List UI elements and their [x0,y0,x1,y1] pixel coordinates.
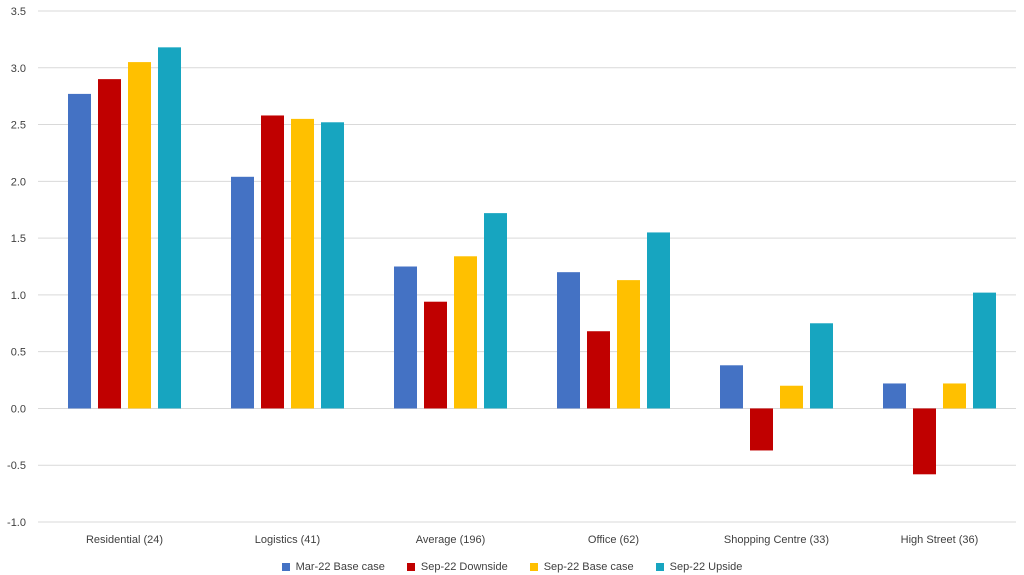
legend-label: Sep-22 Downside [420,561,508,573]
bar [291,118,314,409]
bar [780,385,803,409]
legend-label: Sep-22 Upside [669,561,743,573]
bar [231,176,254,409]
bar [557,272,580,409]
bar [943,383,966,409]
bar [617,280,640,409]
x-tick-label: Residential (24) [86,534,163,546]
bar [973,292,996,409]
bar-chart: -1.0 -0.5 0.0 0.5 1.0 1.5 2.0 2.5 3.0 3.5 Residen… [7,6,1016,546]
x-tick-label: Logistics (41) [255,534,320,546]
bar [883,383,906,409]
y-tick-label: 2.0 [11,176,26,188]
legend-swatch [406,563,415,571]
y-tick-label: -1.0 [7,517,26,529]
bar [454,256,477,409]
y-tick-label: 3.0 [11,63,26,75]
y-tick-label: 1.0 [11,290,26,302]
y-tick-label: 0.5 [11,347,26,359]
legend-label: Mar-22 Base case [295,561,385,573]
legend-swatch [655,563,664,571]
bar [158,47,181,409]
y-tick-label: -0.5 [7,460,26,472]
legend: Mar-22 Base case Sep-22 Downside Sep-22 Ba… [0,561,1024,573]
legend-item: Mar-22 Base case [281,561,385,573]
bar [98,79,121,409]
bar [720,365,743,409]
bars [68,47,996,475]
legend-item: Sep-22 Base case [529,561,634,573]
bar [587,331,610,409]
legend-label: Sep-22 Base case [543,561,634,573]
x-axis: Residential (24) Logistics (41) Average (1… [86,534,978,546]
y-tick-label: 0.0 [11,403,26,415]
bar [321,122,344,409]
legend-item: Sep-22 Downside [406,561,508,573]
y-tick-label: 3.5 [11,6,26,18]
bar [394,266,417,409]
bar [750,408,773,451]
bar [68,93,91,409]
y-tick-label: 1.5 [11,233,26,245]
x-tick-label: High Street (36) [901,534,979,546]
y-tick-label: 2.5 [11,120,26,132]
bar [913,408,936,475]
bar [424,301,447,409]
gridlines [38,10,1016,523]
bar [647,232,670,409]
x-tick-label: Office (62) [588,534,639,546]
bar [810,323,833,409]
legend-swatch [529,563,538,571]
x-tick-label: Average (196) [416,534,486,546]
legend-item: Sep-22 Upside [655,561,743,573]
legend-swatch [281,563,290,571]
y-axis: -1.0 -0.5 0.0 0.5 1.0 1.5 2.0 2.5 3.0 3.5 [7,6,26,529]
bar [261,115,284,409]
bar [484,213,507,409]
bar [128,62,151,409]
x-tick-label: Shopping Centre (33) [724,534,829,546]
